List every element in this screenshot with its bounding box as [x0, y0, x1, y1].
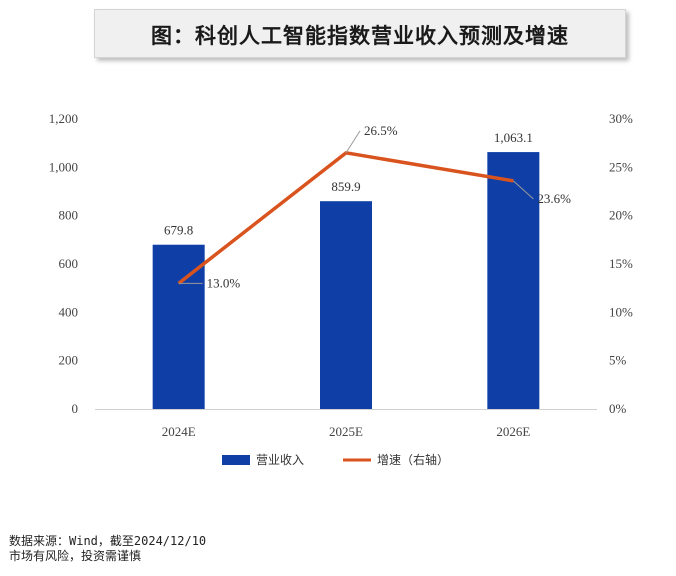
y-left-tick-label: 600	[59, 256, 79, 271]
title-box: 图：科创人工智能指数营业收入预测及增速	[94, 9, 626, 58]
line-label-leader	[512, 180, 534, 200]
line-data-label: 23.6%	[537, 191, 571, 206]
y-left-tick-label: 1,000	[49, 159, 78, 174]
bar	[487, 152, 540, 409]
legend-bar-label: 营业收入	[256, 453, 304, 467]
bar-data-label: 859.9	[331, 179, 360, 194]
x-tick-label: 2024E	[162, 424, 196, 439]
disclaimer-note: 市场有风险，投资需谨慎	[9, 549, 142, 563]
legend-line-label: 增速（右轴）	[377, 452, 449, 467]
y-right-tick-label: 10%	[609, 304, 633, 319]
x-tick-label: 2025E	[329, 424, 363, 439]
legend-bar-swatch	[222, 455, 250, 465]
line-data-label: 13.0%	[207, 275, 241, 290]
y-left-tick-label: 200	[59, 353, 79, 368]
y-left-tick-label: 400	[59, 304, 79, 319]
y-right-tick-label: 15%	[609, 256, 633, 271]
bar	[152, 244, 205, 409]
bar-data-label: 679.8	[164, 223, 193, 238]
y-right-tick-label: 30%	[609, 111, 633, 126]
y-right-tick-label: 0%	[609, 401, 627, 416]
source-note: 数据来源：Wind，截至2024/12/10	[9, 534, 207, 548]
y-right-tick-label: 20%	[609, 208, 633, 223]
line-data-label: 26.5%	[364, 123, 398, 138]
bar-data-label: 1,063.1	[494, 130, 533, 145]
y-right-tick-label: 25%	[609, 159, 633, 174]
y-right-tick-label: 5%	[609, 353, 627, 368]
y-left-tick-label: 0	[72, 401, 79, 416]
bar	[320, 201, 372, 409]
x-tick-label: 2026E	[496, 424, 530, 439]
y-left-tick-label: 800	[59, 208, 79, 223]
y-left-tick-label: 1,200	[49, 111, 78, 126]
line-label-leader	[345, 130, 361, 154]
chart-title: 图：科创人工智能指数营业收入预测及增速	[151, 24, 569, 48]
